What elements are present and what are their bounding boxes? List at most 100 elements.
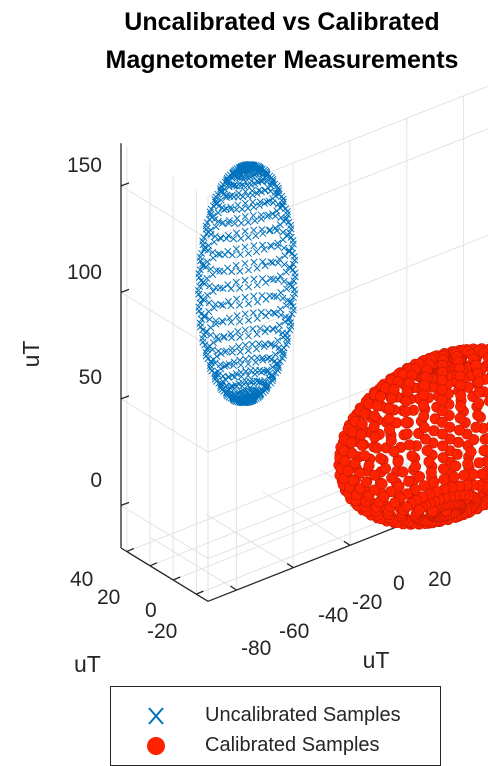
calibrated-point bbox=[466, 447, 476, 457]
calibrated-point bbox=[384, 403, 394, 413]
x-tick-label: -40 bbox=[318, 604, 348, 627]
uncalibrated-point bbox=[253, 248, 259, 254]
uncalibrated-point bbox=[242, 228, 248, 234]
calibrated-point bbox=[370, 432, 380, 442]
x-tick-mark bbox=[344, 541, 350, 545]
uncalibrated-point bbox=[242, 311, 248, 317]
calibrated-point bbox=[372, 401, 382, 411]
calibrated-point bbox=[414, 471, 424, 481]
legend-item-uncalibrated: Uncalibrated Samples bbox=[111, 701, 440, 731]
uncalibrated-point bbox=[221, 207, 227, 213]
calibrated-point bbox=[438, 452, 448, 462]
calibrated-point bbox=[471, 422, 481, 432]
uncalibrated-point bbox=[274, 360, 280, 366]
uncalibrated-point bbox=[225, 282, 231, 288]
legend-x-marker-icon bbox=[141, 703, 171, 729]
uncalibrated-point bbox=[245, 317, 251, 323]
calibrated-point bbox=[451, 461, 461, 471]
calibrated-point bbox=[455, 401, 465, 411]
uncalibrated-point bbox=[237, 349, 243, 355]
calibrated-point bbox=[356, 429, 366, 439]
uncalibrated-point bbox=[229, 192, 235, 198]
calibrated-point bbox=[455, 413, 465, 423]
uncalibrated-point bbox=[206, 216, 212, 222]
calibrated-point bbox=[407, 451, 417, 461]
uncalibrated-point bbox=[218, 235, 224, 241]
calibrated-point bbox=[459, 470, 469, 480]
uncalibrated-point bbox=[238, 369, 244, 375]
uncalibrated-point bbox=[279, 193, 285, 199]
calibrated-point bbox=[453, 437, 463, 447]
z-axis-label: uT bbox=[18, 341, 44, 368]
calibrated-point bbox=[402, 429, 412, 439]
y-tick-label: 0 bbox=[145, 599, 157, 622]
calibrated-point bbox=[369, 421, 379, 431]
uncalibrated-point bbox=[259, 292, 265, 298]
uncalibrated-point bbox=[259, 226, 265, 232]
uncalibrated-point bbox=[237, 285, 243, 291]
calibrated-point bbox=[437, 417, 447, 427]
uncalibrated-point bbox=[282, 205, 288, 211]
uncalibrated-point bbox=[225, 298, 231, 304]
uncalibrated-point bbox=[250, 199, 256, 205]
uncalibrated-point bbox=[254, 331, 260, 337]
uncalibrated-point bbox=[252, 218, 258, 224]
uncalibrated-point bbox=[245, 333, 251, 339]
calibrated-point bbox=[437, 395, 447, 405]
uncalibrated-point bbox=[228, 302, 234, 308]
calibrated-point bbox=[404, 440, 414, 450]
calibrated-point bbox=[370, 411, 380, 421]
uncalibrated-point bbox=[282, 332, 288, 338]
y-tick-label: 20 bbox=[97, 586, 120, 609]
calibrated-point bbox=[357, 440, 367, 450]
uncalibrated-point bbox=[211, 239, 217, 245]
calibrated-point bbox=[419, 411, 429, 421]
uncalibrated-point bbox=[276, 322, 282, 328]
calibrated-point bbox=[401, 417, 411, 427]
uncalibrated-point bbox=[266, 228, 272, 234]
legend-label: Calibrated Samples bbox=[205, 734, 380, 757]
calibrated-point bbox=[419, 380, 429, 390]
calibrated-point bbox=[424, 457, 434, 467]
grid-line bbox=[149, 537, 236, 590]
uncalibrated-point bbox=[251, 259, 257, 265]
x-tick-label: -20 bbox=[352, 591, 382, 614]
chart-title-line-1: Uncalibrated vs Calibrated bbox=[124, 8, 439, 36]
grid-line bbox=[121, 399, 208, 452]
uncalibrated-point bbox=[237, 268, 243, 274]
chart-title-line-2: Magnetometer Measurements bbox=[106, 46, 459, 74]
uncalibrated-point bbox=[248, 178, 254, 184]
calibrated-point bbox=[473, 368, 483, 378]
y-axis-line bbox=[121, 548, 208, 601]
calibrated-point bbox=[375, 391, 385, 401]
z-tick-mark bbox=[121, 396, 129, 399]
grid-line bbox=[263, 492, 350, 545]
series-uncalibrated-samples bbox=[195, 161, 298, 406]
calibrated-point bbox=[426, 467, 436, 477]
uncalibrated-point bbox=[203, 231, 209, 237]
calibrated-point bbox=[419, 390, 429, 400]
uncalibrated-point bbox=[264, 326, 270, 332]
calibrated-point bbox=[400, 407, 410, 417]
y-tick-label: 40 bbox=[70, 568, 93, 591]
x-tick-mark bbox=[230, 586, 236, 590]
calibrated-point bbox=[401, 396, 411, 406]
uncalibrated-point bbox=[277, 273, 283, 279]
calibrated-point bbox=[402, 502, 412, 512]
uncalibrated-point bbox=[274, 228, 280, 234]
uncalibrated-point bbox=[224, 265, 230, 271]
uncalibrated-point bbox=[245, 284, 251, 290]
z-tick-label: 150 bbox=[67, 154, 102, 177]
uncalibrated-point bbox=[254, 265, 260, 271]
uncalibrated-point bbox=[251, 276, 257, 282]
uncalibrated-point bbox=[279, 347, 285, 353]
uncalibrated-point bbox=[253, 233, 259, 239]
uncalibrated-point bbox=[251, 293, 257, 299]
uncalibrated-point bbox=[254, 315, 260, 321]
chart-legend: Uncalibrated Samples Calibrated Samples bbox=[110, 686, 441, 766]
uncalibrated-point bbox=[225, 248, 231, 254]
uncalibrated-point bbox=[236, 302, 242, 308]
uncalibrated-point bbox=[254, 282, 260, 288]
uncalibrated-point bbox=[228, 331, 234, 337]
